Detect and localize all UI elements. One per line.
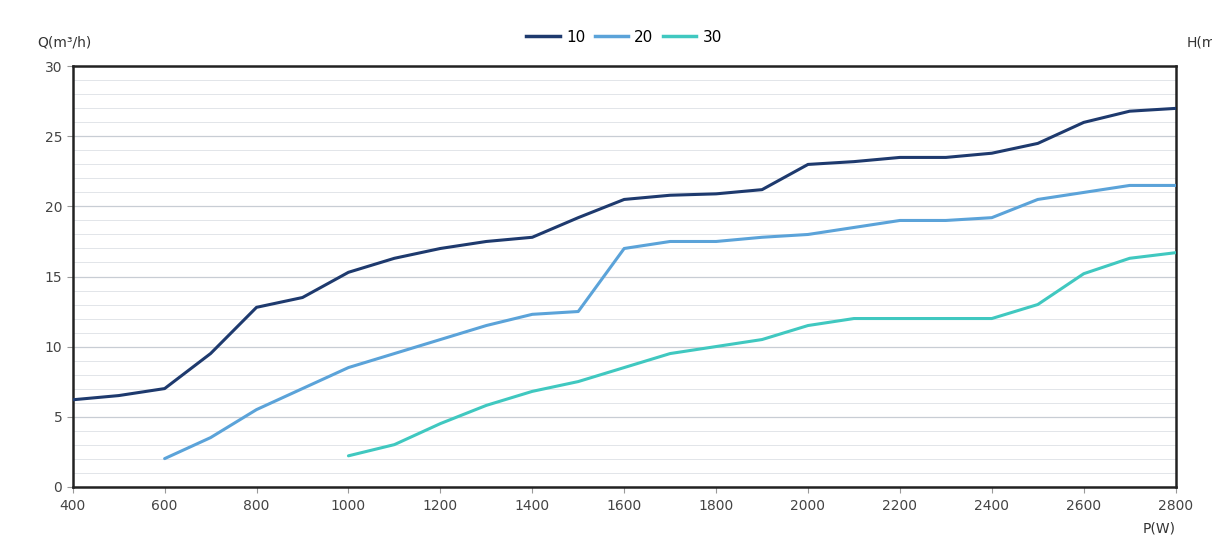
20	[296, 385, 310, 392]
20	[938, 217, 953, 224]
30	[341, 452, 355, 459]
10	[847, 158, 862, 165]
20	[801, 231, 816, 238]
20	[204, 434, 218, 441]
20	[250, 406, 264, 413]
30	[663, 350, 678, 357]
10	[571, 215, 585, 221]
10	[801, 161, 816, 168]
30	[387, 441, 401, 448]
20	[571, 308, 585, 315]
20	[479, 322, 493, 329]
10	[892, 154, 907, 161]
Text: H(m): H(m)	[1187, 35, 1212, 50]
10	[1122, 108, 1137, 114]
Line: 10: 10	[73, 108, 1176, 400]
30	[1168, 249, 1183, 256]
Legend: 10, 20, 30: 10, 20, 30	[520, 24, 728, 51]
10	[341, 269, 355, 275]
30	[709, 343, 724, 350]
30	[1122, 255, 1137, 262]
30	[938, 315, 953, 322]
30	[1030, 301, 1045, 308]
20	[1030, 196, 1045, 203]
30	[479, 402, 493, 409]
30	[617, 364, 631, 371]
30	[525, 388, 539, 395]
20	[387, 350, 401, 357]
30	[571, 378, 585, 385]
10	[250, 304, 264, 311]
30	[433, 420, 447, 427]
30	[984, 315, 999, 322]
10	[296, 294, 310, 301]
20	[1076, 189, 1091, 196]
10	[1168, 105, 1183, 112]
10	[1030, 140, 1045, 147]
10	[387, 255, 401, 262]
20	[1168, 182, 1183, 189]
20	[847, 224, 862, 231]
20	[617, 245, 631, 252]
10	[158, 385, 172, 392]
20	[663, 238, 678, 245]
Y-axis label: Q(m³/h): Q(m³/h)	[38, 35, 92, 50]
20	[755, 234, 770, 241]
20	[158, 455, 172, 462]
10	[1076, 119, 1091, 126]
10	[479, 238, 493, 245]
20	[433, 336, 447, 343]
20	[984, 215, 999, 221]
10	[938, 154, 953, 161]
20	[525, 311, 539, 317]
10	[204, 350, 218, 357]
10	[65, 397, 80, 403]
10	[984, 150, 999, 156]
20	[892, 217, 907, 224]
X-axis label: P(W): P(W)	[1143, 521, 1176, 535]
10	[112, 392, 126, 399]
20	[341, 364, 355, 371]
30	[1076, 270, 1091, 277]
10	[617, 196, 631, 203]
Line: 20: 20	[165, 185, 1176, 458]
20	[709, 238, 724, 245]
20	[1122, 182, 1137, 189]
10	[709, 191, 724, 197]
10	[525, 234, 539, 241]
10	[755, 186, 770, 193]
30	[847, 315, 862, 322]
30	[755, 336, 770, 343]
30	[801, 322, 816, 329]
10	[663, 192, 678, 199]
30	[892, 315, 907, 322]
10	[433, 245, 447, 252]
Line: 30: 30	[348, 253, 1176, 456]
